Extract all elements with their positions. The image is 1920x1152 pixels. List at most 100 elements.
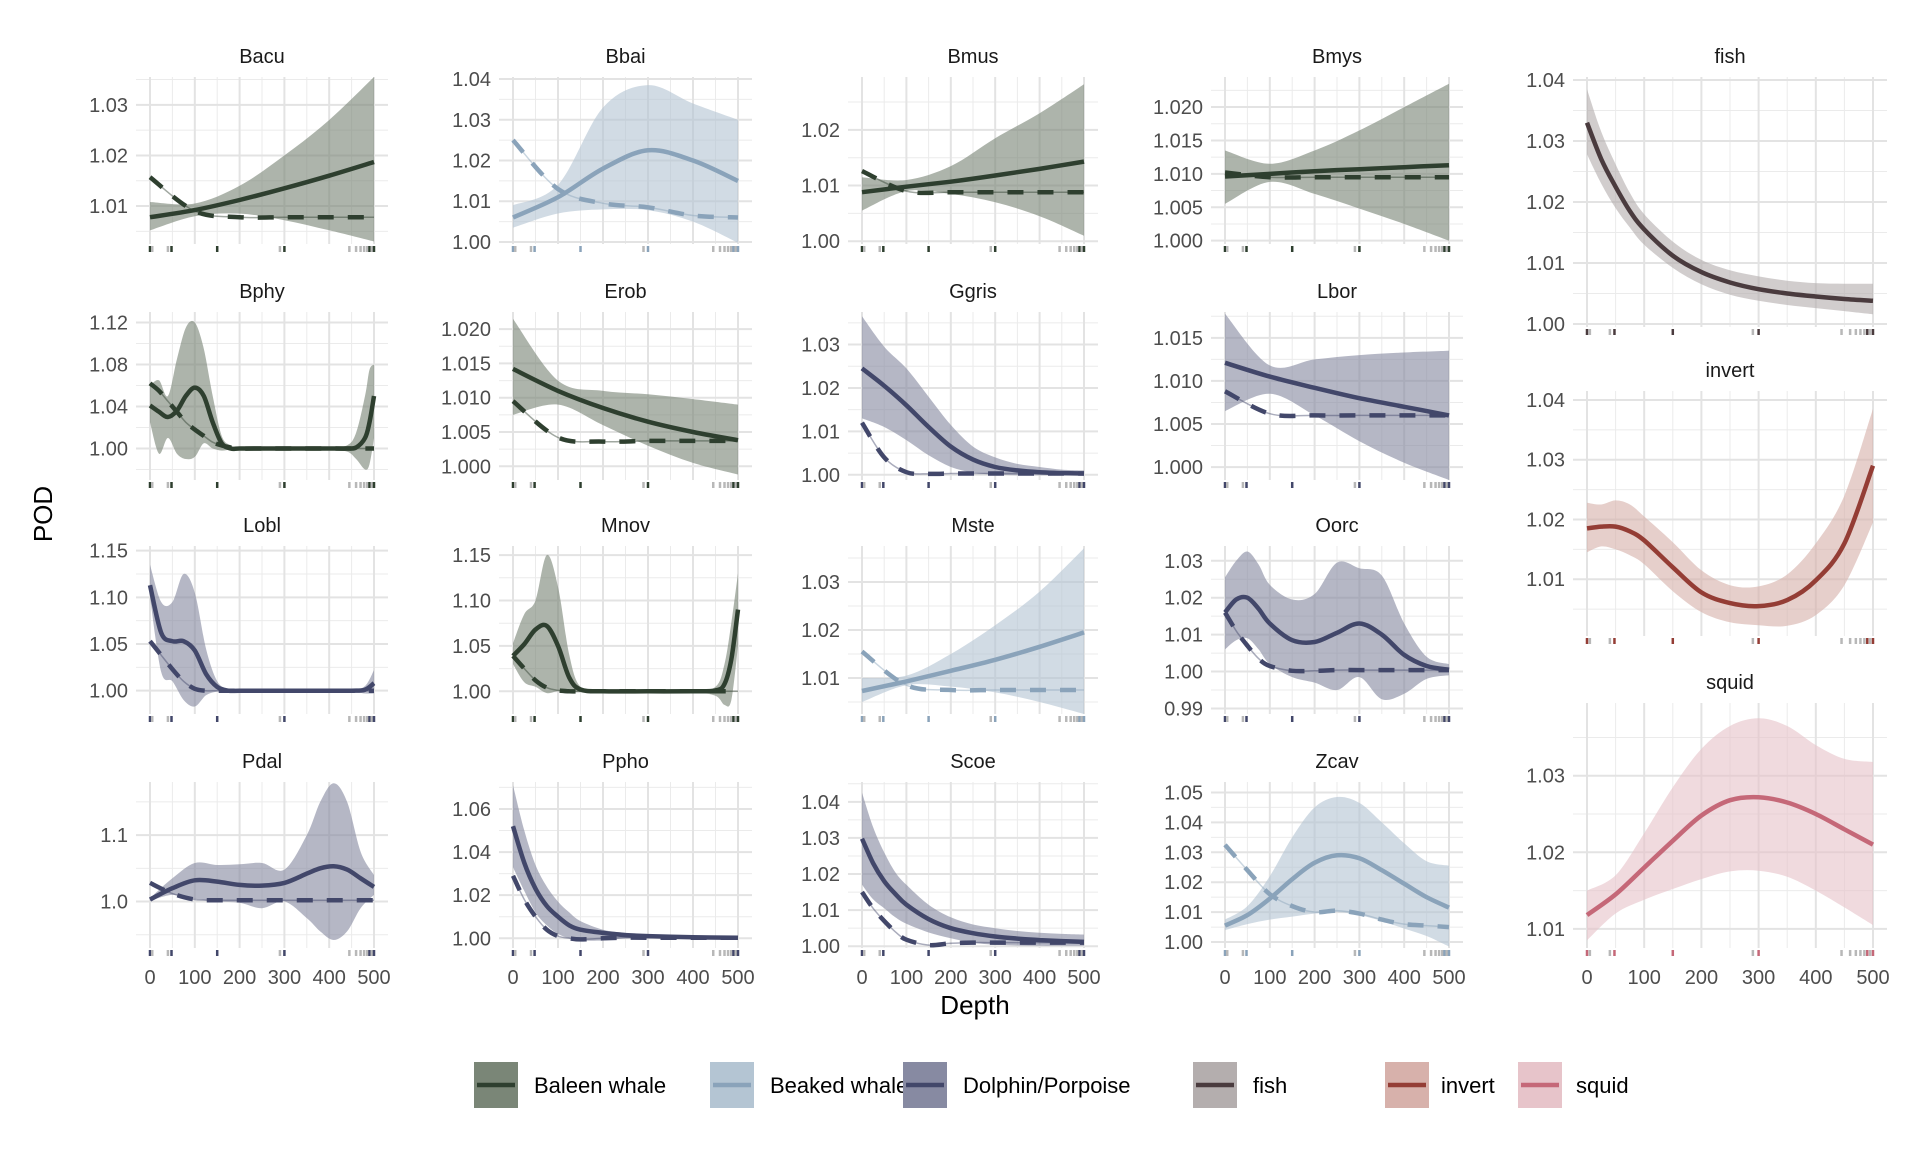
- y-tick-label: 1.04: [89, 397, 128, 419]
- y-tick-label: 1.02: [1526, 509, 1565, 531]
- y-tick-label: 1.03: [89, 95, 128, 117]
- y-tick-label: 1.04: [801, 792, 840, 814]
- x-tick-label: 0: [856, 967, 867, 989]
- y-tick-label: 1.02: [801, 378, 840, 400]
- fitted-line: [1224, 852, 1450, 928]
- confidence-ribbon: [1225, 313, 1449, 480]
- y-tick-label: 1.02: [801, 120, 840, 142]
- rug-marks: [860, 482, 1086, 488]
- panel-title: Lbor: [1317, 281, 1357, 303]
- y-tick-label: 1.02: [1526, 192, 1565, 214]
- x-tick-label: 0: [1219, 967, 1230, 989]
- rug-marks: [148, 950, 376, 956]
- y-tick-label: 1.03: [801, 335, 840, 357]
- panel-ggris: Ggris 1.00 1.01 1.02 1.03: [801, 281, 1098, 488]
- panel-title: Ggris: [949, 281, 997, 303]
- panel-title: Oorc: [1315, 515, 1358, 537]
- fitted-line: [1223, 594, 1450, 672]
- panel-title: Zcav: [1315, 751, 1358, 773]
- y-tick-label: 1.000: [441, 456, 491, 478]
- x-tick-label: 400: [1799, 967, 1832, 989]
- panel-title: Scoe: [950, 751, 996, 773]
- panel-title: invert: [1706, 360, 1755, 382]
- panel-title: squid: [1706, 672, 1754, 694]
- rug-marks: [148, 246, 376, 252]
- confidence-ribbon: [513, 85, 738, 243]
- x-tick-label: 200: [586, 967, 619, 989]
- y-tick-label: 1.010: [1153, 371, 1203, 393]
- y-tick-label: 1.00: [801, 936, 840, 958]
- y-tick-label: 1.01: [1164, 902, 1203, 924]
- x-tick-label: 400: [676, 967, 709, 989]
- x-tick-label: 200: [934, 967, 967, 989]
- legend-item-fish: fish: [1193, 1062, 1287, 1108]
- comparison-dashed-line: [861, 169, 1084, 196]
- y-tick-label: 1.01: [1526, 919, 1565, 941]
- y-tick-label: 1.00: [801, 231, 840, 253]
- confidence-ribbon: [1225, 796, 1449, 947]
- y-tick-label: 1.04: [1164, 812, 1203, 834]
- y-tick-label: 1.05: [1164, 782, 1203, 804]
- panel-mnov: Mnov 1.00 1.05 1.10 1.15: [452, 515, 752, 722]
- fitted-line: [149, 159, 375, 220]
- panel-title: Pdal: [242, 751, 282, 773]
- rug-marks: [148, 716, 376, 722]
- x-tick-label: 200: [1298, 967, 1331, 989]
- comparison-dashed-line: [860, 890, 1084, 948]
- x-tick-label: 500: [357, 967, 390, 989]
- y-tick-label: 1.01: [1526, 569, 1565, 591]
- panel-lbor: Lbor 1.000 1.005 1.010 1.015: [1153, 281, 1463, 488]
- y-tick-label: 1.10: [452, 590, 491, 612]
- panel-title: Mste: [951, 515, 994, 537]
- comparison-dashed-line: [1223, 611, 1449, 674]
- y-tick-label: 1.03: [1164, 551, 1203, 573]
- y-tick-label: 1.00: [801, 465, 840, 487]
- panel-title: Bphy: [239, 281, 285, 303]
- x-tick-label: 200: [1685, 967, 1718, 989]
- rug-marks: [1223, 950, 1451, 956]
- panel-title: fish: [1714, 46, 1745, 68]
- y-tick-label: 1.00: [452, 928, 491, 950]
- x-tick-label: 200: [223, 967, 256, 989]
- panel-fish: fish 1.00 1.01 1.02 1.03 1.04: [1526, 46, 1887, 336]
- panel-title: Bbai: [605, 46, 645, 68]
- confidence-ribbon: [862, 548, 1084, 714]
- comparison-dashed-line: [511, 654, 738, 694]
- fitted-line: [861, 630, 1085, 694]
- confidence-ribbon: [150, 77, 374, 242]
- comparison-dashed-line: [148, 175, 374, 220]
- y-tick-label: 1.03: [1526, 450, 1565, 472]
- panel-oorc: Oorc 0.99 1.00 1.01 1.02 1.03: [1164, 515, 1463, 722]
- confidence-ribbon: [1587, 718, 1873, 941]
- panel-title: Lobl: [243, 515, 281, 537]
- fitted-line: [860, 366, 1085, 476]
- fitted-line: [510, 825, 739, 940]
- legend: Baleen whale Beaked whale Dolphin/Porpoise…: [474, 1062, 1629, 1108]
- y-tick-label: 1.015: [1153, 130, 1203, 152]
- rug-marks: [860, 716, 1086, 722]
- y-tick-label: 1.00: [452, 232, 491, 254]
- y-tick-label: 1.01: [1526, 253, 1565, 275]
- y-tick-label: 1.03: [1164, 842, 1203, 864]
- panel-title: Bacu: [239, 46, 285, 68]
- x-axis-title: Depth: [940, 990, 1009, 1020]
- panel-ppho: Ppho 1.00 1.02 1.04 1.06 0 100 200 300 400 500: [452, 751, 755, 989]
- panel-mste: Mste 1.01 1.02 1.03: [801, 515, 1098, 722]
- y-tick-label: 1.15: [89, 541, 128, 563]
- x-tick-label: 100: [541, 967, 574, 989]
- y-tick-label: 1.01: [1164, 625, 1203, 647]
- x-tick-label: 300: [268, 967, 301, 989]
- panel-zcav: Zcav 1.00 1.01 1.02 1.03 1.04 1.05 0 100 200 300 40…: [1164, 751, 1466, 989]
- y-tick-label: 1.0: [100, 892, 128, 914]
- y-tick-label: 1.06: [452, 799, 491, 821]
- gridlines: [499, 782, 752, 948]
- y-tick-label: 1.02: [452, 885, 491, 907]
- y-tick-label: 1.010: [441, 388, 491, 410]
- x-tick-label: 300: [979, 967, 1012, 989]
- y-tick-label: 1.02: [452, 151, 491, 173]
- comparison-dashed-line: [511, 399, 738, 445]
- y-tick-label: 1.01: [801, 421, 840, 443]
- legend-item-invert: invert: [1385, 1062, 1495, 1108]
- x-tick-label: 100: [1253, 967, 1286, 989]
- fitted-line: [148, 385, 377, 452]
